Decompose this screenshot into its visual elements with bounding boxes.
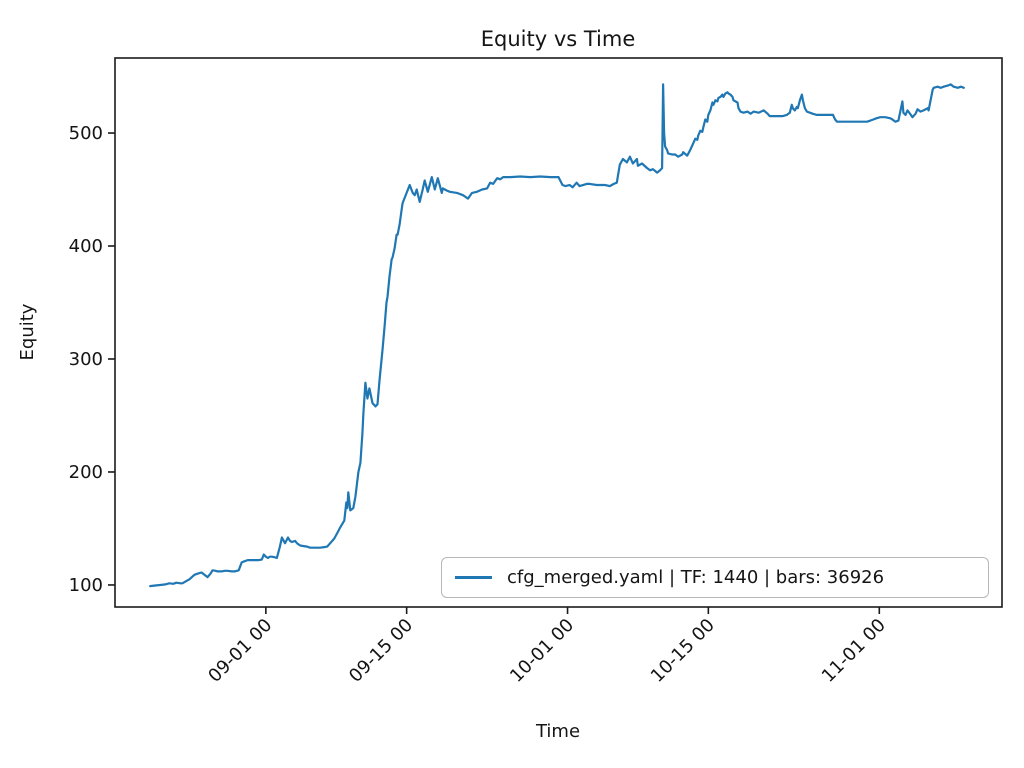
x-axis-label: Time <box>535 721 580 742</box>
legend-label: cfg_merged.yaml | TF: 1440 | bars: 36926 <box>507 567 885 588</box>
y-tick-label: 100 <box>69 575 103 596</box>
y-tick-label: 400 <box>69 236 103 257</box>
x-tick-label: 10-15 00 <box>647 615 719 687</box>
x-tick-label: 09-15 00 <box>345 615 417 687</box>
y-tick-label: 500 <box>69 123 103 144</box>
plot-border <box>114 57 1003 608</box>
legend: cfg_merged.yaml | TF: 1440 | bars: 36926 <box>441 557 989 598</box>
x-tick-label: 09-01 00 <box>204 615 276 687</box>
y-tick-label: 200 <box>69 462 103 483</box>
y-tick-label: 300 <box>69 349 103 370</box>
chart-title: Equity vs Time <box>481 27 636 51</box>
x-tick-label: 11-01 00 <box>818 615 890 687</box>
equity-line <box>149 83 965 588</box>
series-layer <box>149 83 965 588</box>
legend-line-swatch <box>455 575 492 580</box>
y-axis-label: Equity <box>17 303 38 360</box>
x-tick-label: 10-01 00 <box>506 615 578 687</box>
